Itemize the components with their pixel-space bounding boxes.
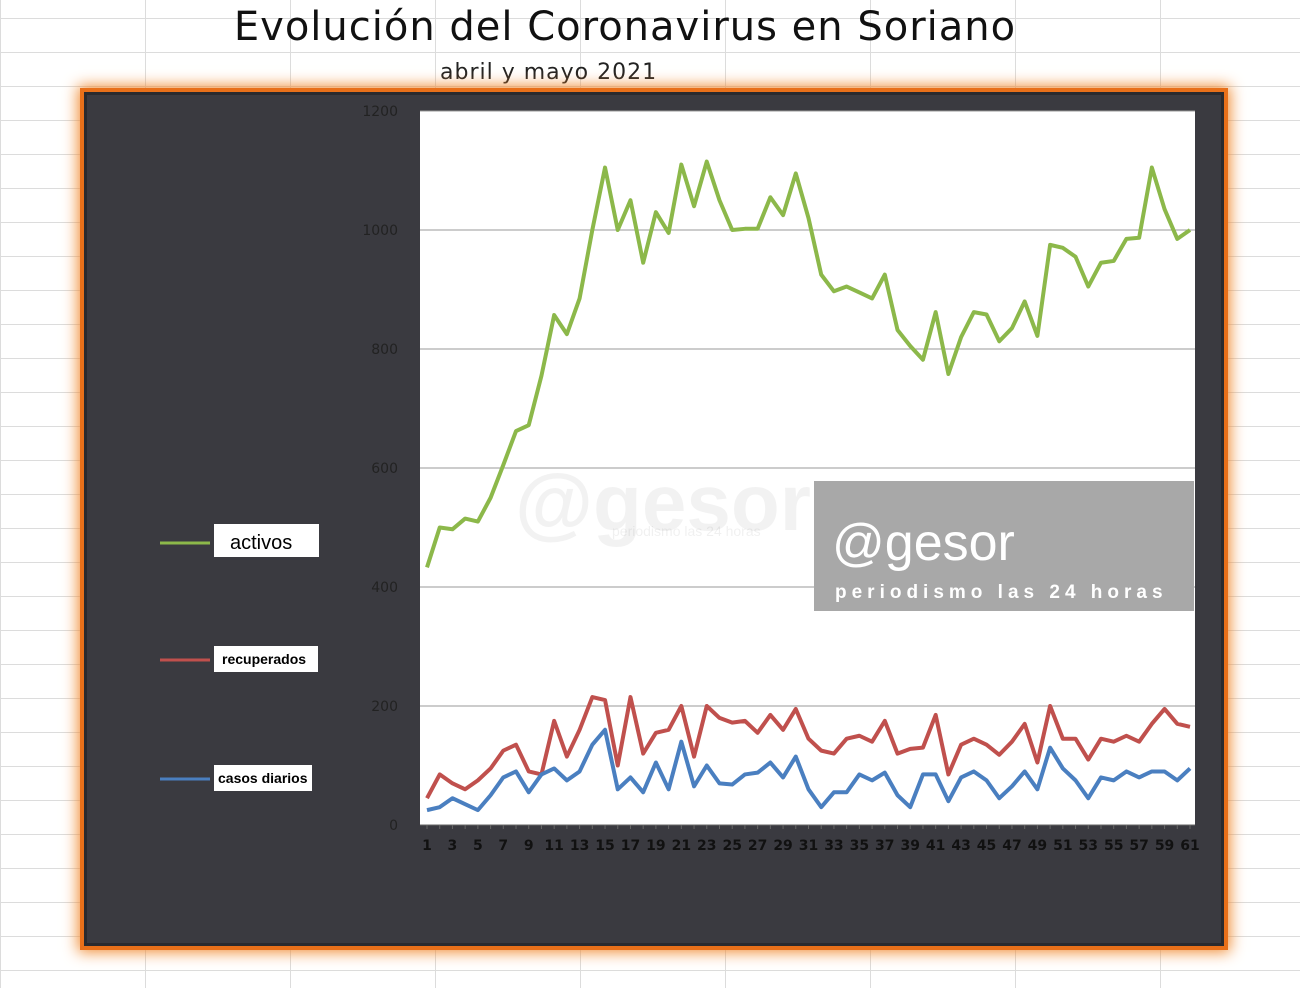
x-tick-label: 41 [926,838,945,854]
x-tick-label: 21 [672,838,691,854]
x-tick-label: 1 [422,838,432,854]
logo-brand: @gesor [832,514,1015,572]
legend-label-recuperados: recuperados [222,651,306,667]
x-tick-label: 47 [1002,838,1021,854]
legend-label-box [214,765,312,791]
x-tick-label: 57 [1129,838,1148,854]
y-tick-label: 200 [371,699,398,715]
x-tick-label: 53 [1079,838,1098,854]
x-tick-label: 29 [773,838,792,854]
y-tick-label: 800 [371,342,398,358]
x-tick-label: 55 [1104,838,1123,854]
x-tick-label: 37 [875,838,894,854]
x-tick-label: 33 [824,838,843,854]
x-tick-label: 23 [697,838,716,854]
legend-label-box [214,646,318,672]
x-tick-label: 13 [570,838,589,854]
faint-watermark: @gesor periodismo las 24 horas [515,458,811,547]
x-tick-label: 45 [977,838,996,854]
y-tick-label: 400 [371,580,398,596]
x-tick-label: 15 [595,838,614,854]
x-tick-label: 61 [1180,838,1199,854]
y-tick-label: 1000 [362,223,398,239]
chart-title: Evolución del Coronavirus en Soriano [233,4,1017,50]
x-tick-label: 25 [722,838,741,854]
x-tick-label: 9 [524,838,534,854]
watermark-tagline-faint: periodismo las 24 horas [612,523,761,539]
logo-tagline: periodismo las 24 horas [835,582,1168,603]
x-tick-label: 11 [544,838,563,854]
x-tick-label: 51 [1053,838,1072,854]
x-tick-label: 35 [850,838,869,854]
x-tick-label: 7 [498,838,508,854]
legend-label-casos-diarios: casos diarios [218,770,308,786]
watermark-brand-faint: @gesor [515,458,811,547]
legend-label-activos: activos [230,532,292,554]
x-tick-label: 49 [1028,838,1047,854]
x-tick-label: 59 [1155,838,1174,854]
x-tick-label: 31 [799,838,818,854]
x-tick-label: 5 [473,838,483,854]
chart-subtitle: abril y mayo 2021 [440,60,658,85]
x-tick-label: 3 [448,838,458,854]
x-tick-label: 27 [748,838,767,854]
legend-label-box [214,524,319,557]
x-tick-label: 17 [621,838,640,854]
x-tick-label: 43 [951,838,970,854]
x-tick-label: 39 [900,838,919,854]
y-tick-label: 0 [389,818,398,834]
x-tick-label: 19 [646,838,665,854]
y-tick-label: 600 [371,461,398,477]
logo-background [814,481,1194,611]
y-tick-label: 1200 [362,104,398,120]
agesor-logo: @gesor periodismo las 24 horas [814,481,1194,611]
